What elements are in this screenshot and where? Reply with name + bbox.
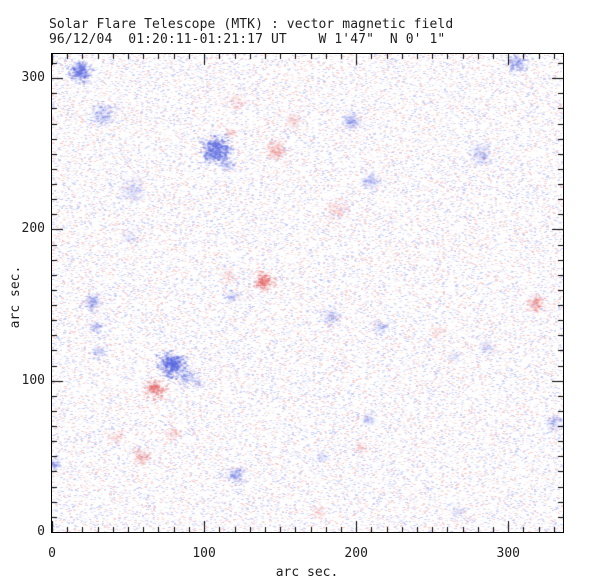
y-tick-label: 200 xyxy=(21,221,45,237)
y-tick-label: 300 xyxy=(21,70,45,86)
x-tick-label: 300 xyxy=(496,546,520,561)
x-tick-label: 200 xyxy=(344,546,368,561)
plot-title: Solar Flare Telescope (MTK) : vector mag… xyxy=(49,17,454,32)
y-axis-title: arc sec. xyxy=(8,265,23,329)
plot-subtitle: 96/12/04 01:20:11-01:21:17 UT W 1'47" N … xyxy=(49,32,446,47)
x-tick-label: 0 xyxy=(48,546,56,561)
x-axis-title: arc sec. xyxy=(275,565,339,580)
magnetogram-plot-area xyxy=(51,53,564,533)
y-tick-label: 0 xyxy=(37,524,45,539)
y-tick-label: 100 xyxy=(21,372,45,388)
x-tick-label: 100 xyxy=(192,546,216,561)
